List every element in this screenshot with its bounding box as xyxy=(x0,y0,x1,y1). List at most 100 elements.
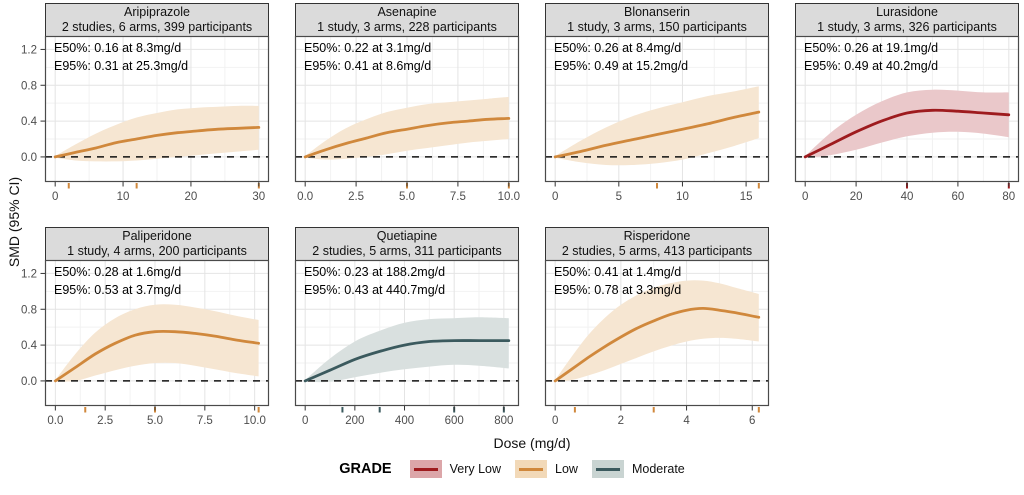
dose-response-curve xyxy=(54,329,260,383)
legend-swatch xyxy=(409,460,442,478)
x-tick-label: 15 xyxy=(740,191,753,203)
panel-border xyxy=(544,259,770,407)
annotation: E50%: 0.23 at 188.2mg/d E95%: 0.43 at 440… xyxy=(304,264,445,299)
x-tick-label: 0 xyxy=(552,191,558,203)
y-tick-label: 1.2 xyxy=(21,44,37,56)
x-tick-label: 0 xyxy=(302,415,308,427)
legend-line-icon xyxy=(413,467,438,471)
x-tick-label: 10 xyxy=(676,191,689,203)
x-tick-label: 200 xyxy=(345,415,364,427)
annotation-e50: E50%: 0.41 at 1.4mg/d xyxy=(554,265,682,279)
facet-asenapine: Asenapine 1 study, 3 arms, 228 participan… xyxy=(294,3,520,203)
legend-line-icon xyxy=(595,467,620,471)
annotation: E50%: 0.26 at 19.1mg/d E95%: 0.49 at 40.2… xyxy=(804,40,938,75)
annotation-e50: E50%: 0.23 at 188.2mg/d xyxy=(304,265,446,279)
legend-label: Very Low xyxy=(449,462,502,476)
annotation-e95: E95%: 0.41 at 8.6mg/d xyxy=(304,58,432,73)
x-tick-label: 20 xyxy=(185,191,198,203)
legend-line-icon xyxy=(519,467,544,471)
dose-response-curve xyxy=(53,126,261,159)
annotation: E50%: 0.22 at 3.1mg/d E95%: 0.41 at 8.6mg… xyxy=(304,40,431,75)
annotation: E50%: 0.28 at 1.6mg/d E95%: 0.53 at 3.7mg… xyxy=(54,264,181,299)
strip-subtitle: 2 studies, 5 arms, 413 participants xyxy=(561,244,753,258)
annotation: E50%: 0.41 at 1.4mg/d E95%: 0.78 at 3.3mg… xyxy=(554,264,681,299)
x-tick-label: 10 xyxy=(117,191,130,203)
x-tick-label: 0 xyxy=(52,191,58,203)
y-tick-label: 0.0 xyxy=(21,152,37,164)
annotation-e50: E50%: 0.26 at 19.1mg/d xyxy=(804,41,939,55)
x-tick-label: 7.5 xyxy=(450,191,466,203)
y-tick-label: 0.4 xyxy=(21,340,38,352)
facet-strip: Lurasidone 1 study, 3 arms, 326 participa… xyxy=(795,3,1019,37)
plot-area: 0 200 400 600 800 E50%: 0.23 at 188.2mg/d E95%… xyxy=(294,259,520,427)
confidence-band xyxy=(555,86,759,166)
facet-risperidone: Risperidone 2 studies, 5 arms, 413 partic… xyxy=(544,227,770,427)
annotation-e50: E50%: 0.26 at 8.4mg/d xyxy=(554,41,682,55)
x-tick-label: 10.0 xyxy=(243,415,265,427)
strip-title: Risperidone xyxy=(623,228,691,243)
x-tick-label: 7.5 xyxy=(197,415,213,427)
x-tick-label: 0 xyxy=(552,415,558,427)
x-tick-label: 20 xyxy=(850,191,863,203)
dose-response-curve xyxy=(303,339,511,383)
x-tick-label: 40 xyxy=(901,191,914,203)
y-tick-label: 0.8 xyxy=(21,80,37,92)
chart-svg: 0 10 20 30 0.0 0.4 0.8 1.2 xyxy=(21,35,270,203)
plot-area: 0 20 40 60 80 E50%: 0.26 at 19.1mg/d E95%: 0.4… xyxy=(794,35,1020,203)
annotation-e50: E50%: 0.28 at 1.6mg/d xyxy=(54,265,182,279)
x-tick-label: 0.0 xyxy=(47,415,63,427)
annotation: E50%: 0.26 at 8.4mg/d E95%: 0.49 at 15.2m… xyxy=(554,40,688,75)
facet-strip: Quetiapine 2 studies, 5 arms, 311 partici… xyxy=(295,227,519,261)
annotation-e95: E95%: 0.43 at 440.7mg/d xyxy=(304,282,446,297)
chart-svg: 0 20 40 60 80 xyxy=(794,35,1020,203)
y-tick-label: 0.8 xyxy=(21,304,37,316)
confidence-band xyxy=(805,89,1009,158)
legend-item-moderate: Moderate xyxy=(591,460,685,478)
panel-border xyxy=(294,259,520,407)
x-tick-label: 0.0 xyxy=(297,191,313,203)
strip-subtitle: 1 study, 4 arms, 200 participants xyxy=(67,244,247,258)
x-tick-label: 2.5 xyxy=(348,191,364,203)
strip-title: Lurasidone xyxy=(876,4,938,19)
facet-strip: Aripiprazole 2 studies, 6 arms, 399 parti… xyxy=(45,3,269,37)
strip-title: Paliperidone xyxy=(122,228,192,243)
plot-area: 0.0 2.5 5.0 7.5 10.0 E50%: 0.22 at 3.1mg/d E95… xyxy=(294,35,520,203)
y-tick-label: 0.4 xyxy=(21,116,38,128)
grade-legend: GRADE Very Low Low Moderate xyxy=(0,460,1024,478)
facet-strip: Risperidone 2 studies, 5 arms, 413 partic… xyxy=(545,227,769,261)
legend-item-low: Low xyxy=(515,460,578,478)
annotation-e95: E95%: 0.31 at 25.3mg/d xyxy=(54,58,189,73)
facet-lurasidone: Lurasidone 1 study, 3 arms, 326 participa… xyxy=(794,3,1020,203)
confidence-band xyxy=(555,280,759,382)
strip-title: Aripiprazole xyxy=(123,4,190,19)
annotation-e95: E95%: 0.49 at 40.2mg/d xyxy=(804,58,939,73)
strip-subtitle: 2 studies, 6 arms, 399 participants xyxy=(61,20,253,34)
y-tick-label: 0.0 xyxy=(21,376,37,388)
x-tick-label: 0 xyxy=(802,191,808,203)
facet-paliperidone: Paliperidone 1 study, 4 arms, 200 partici… xyxy=(21,227,270,427)
x-tick-label: 2 xyxy=(618,415,624,427)
strip-title: Asenapine xyxy=(377,4,437,19)
x-tick-label: 2.5 xyxy=(97,415,113,427)
y-axis-label: SMD (95% CI) xyxy=(6,176,22,268)
strip-subtitle: 1 study, 3 arms, 150 participants xyxy=(567,20,747,34)
legend-label: Moderate xyxy=(631,462,685,476)
plot-area: 0.0 2.5 5.0 7.5 10.0 0.0 0.4 0.8 1.2 E50%: 0.28 a… xyxy=(21,259,270,427)
dose-response-curve xyxy=(803,108,1011,159)
strip-subtitle: 1 study, 3 arms, 326 participants xyxy=(817,20,997,34)
x-tick-label: 5.0 xyxy=(147,415,163,427)
x-tick-label: 80 xyxy=(1002,191,1015,203)
x-tick-label: 600 xyxy=(445,415,464,427)
annotation-e95: E95%: 0.78 at 3.3mg/d xyxy=(554,282,682,297)
plot-area: 0 10 20 30 0.0 0.4 0.8 1.2 E50%: 0.16 at 8.3mg/d… xyxy=(21,35,270,203)
facet-strip: Asenapine 1 study, 3 arms, 228 participan… xyxy=(295,3,519,37)
panel-border xyxy=(44,35,270,183)
dose-response-curve xyxy=(553,306,761,383)
panel-border xyxy=(794,35,1020,183)
strip-subtitle: 1 study, 3 arms, 228 participants xyxy=(317,20,497,34)
legend-label: Low xyxy=(555,462,578,476)
plot-area: 0 5 10 15 E50%: 0.26 at 8.4mg/d E95%: 0.49 at… xyxy=(544,35,770,203)
facet-aripiprazole: Aripiprazole 2 studies, 6 arms, 399 parti… xyxy=(21,3,270,203)
plot-area: 0 2 4 6 E50%: 0.41 at 1.4mg/d E95%: 0.78 at 3… xyxy=(544,259,770,427)
x-tick-label: 60 xyxy=(952,191,965,203)
